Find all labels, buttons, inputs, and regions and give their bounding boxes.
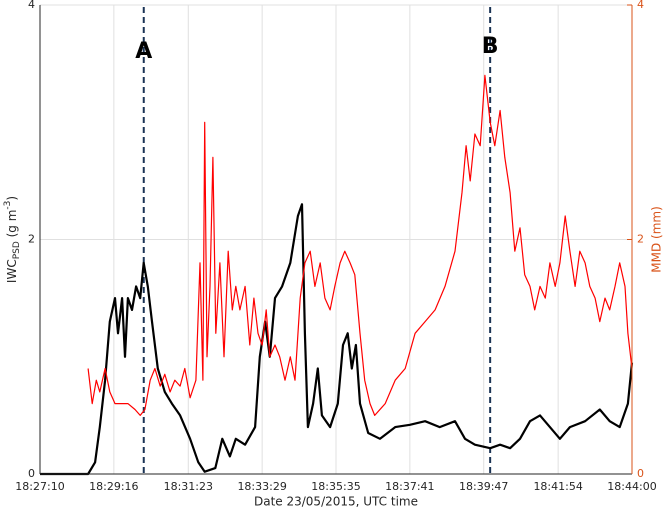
y-axis-label-part: -3 xyxy=(3,201,13,210)
y-axis-label: IWCPSD (g m-3) xyxy=(3,196,22,283)
y-axis-label-part: ) xyxy=(5,196,19,201)
y2-tick-label: 0 xyxy=(637,467,644,480)
x-tick-label: 18:37:41 xyxy=(385,480,434,493)
y-axis-label-part: (g m xyxy=(5,210,19,242)
y2-tick-label: 4 xyxy=(637,0,644,11)
x-tick-label: 18:41:54 xyxy=(533,480,582,493)
y2-axis-label: MMD (mm) xyxy=(650,206,664,273)
annotation-label: B xyxy=(482,34,499,59)
x-tick-label: 18:33:29 xyxy=(237,480,286,493)
y2-tick-label: 2 xyxy=(637,233,644,246)
x-tick-label: 18:39:47 xyxy=(459,480,508,493)
x-axis-label: Date 23/05/2015, UTC time xyxy=(254,495,418,509)
x-tick-label: 18:29:16 xyxy=(89,480,138,493)
y-axis-label-part: PSD xyxy=(12,241,22,259)
y-axis-label-part: IWC xyxy=(5,259,19,283)
y-tick-label: 2 xyxy=(28,233,35,246)
x-tick-label: 18:44:00 xyxy=(607,480,656,493)
x-tick-label: 18:31:23 xyxy=(164,480,213,493)
x-tick-label: 18:27:10 xyxy=(15,480,64,493)
x-tick-label: 18:35:35 xyxy=(311,480,360,493)
annotation-label: A xyxy=(135,39,152,64)
y-tick-label: 0 xyxy=(28,467,35,480)
series-line xyxy=(40,203,634,476)
series-line xyxy=(87,74,633,416)
y-tick-label: 4 xyxy=(28,0,35,11)
